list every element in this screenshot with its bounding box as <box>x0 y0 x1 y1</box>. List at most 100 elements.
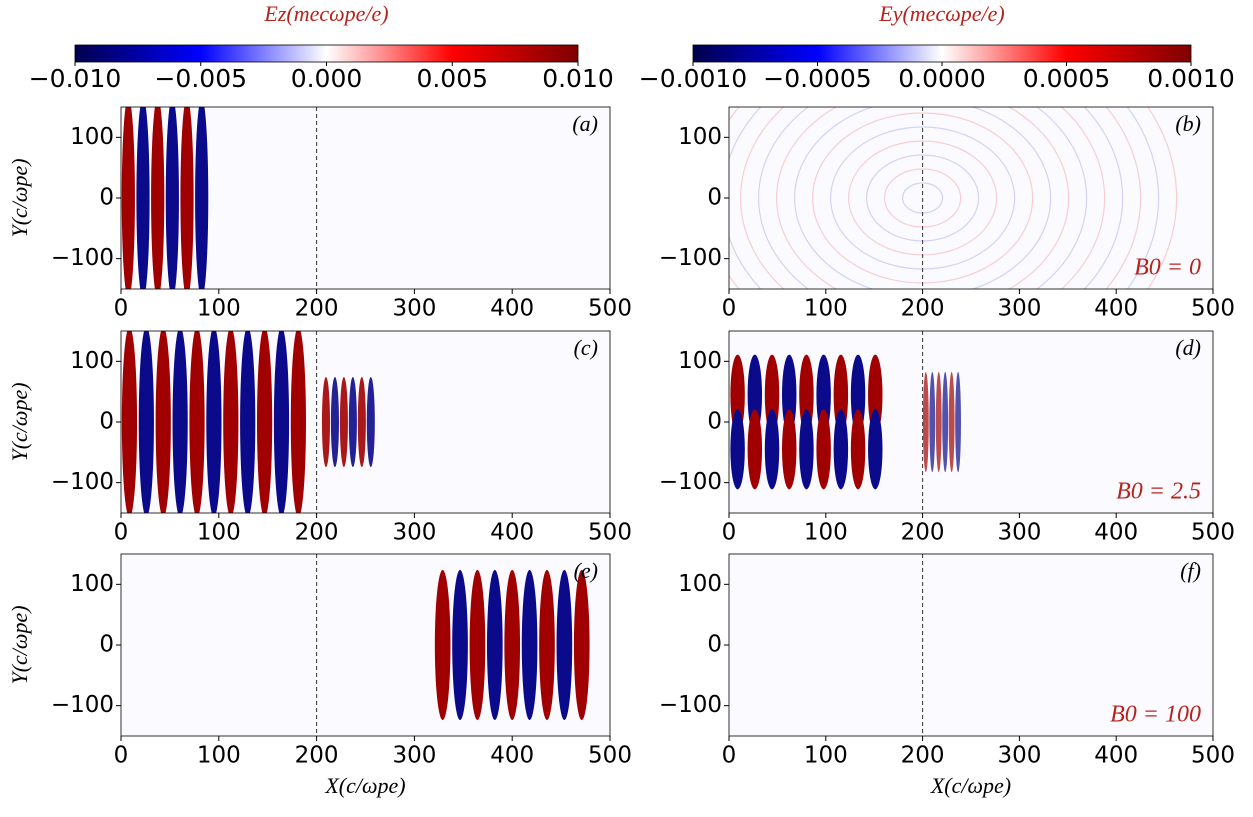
field-pattern <box>730 409 745 490</box>
x-tick-label: 300 <box>997 520 1041 546</box>
field-pattern <box>521 569 538 721</box>
y-axis-label: Y(c/ωpe) <box>7 382 32 461</box>
field-pattern <box>151 107 165 289</box>
colorbar-tick-label: −0.010 <box>29 64 122 93</box>
y-tick-label: 0 <box>99 632 114 658</box>
x-tick-label: 400 <box>490 743 534 769</box>
y-tick-label: 100 <box>678 571 722 597</box>
field-pattern <box>136 107 150 289</box>
field-pattern <box>729 107 1142 289</box>
x-tick-label: 100 <box>804 743 848 769</box>
x-tick-label: 0 <box>722 296 737 322</box>
colorbar-tick-label: −0.0010 <box>639 64 747 93</box>
plot-background <box>729 554 1213 736</box>
field-pattern <box>357 376 366 468</box>
y-tick-label: 100 <box>70 571 114 597</box>
x-tick-label: 0 <box>114 296 129 322</box>
field-pattern <box>504 569 521 721</box>
field-pattern <box>366 376 375 468</box>
field-pattern <box>729 107 1124 289</box>
panel-label: (c) <box>574 335 598 360</box>
field-pattern <box>223 331 239 513</box>
x-tick-label: 300 <box>392 296 436 322</box>
field-pattern <box>740 107 1106 289</box>
field-pattern <box>556 569 573 721</box>
field-pattern <box>955 371 961 473</box>
field-pattern <box>850 409 866 490</box>
field-pattern <box>195 107 209 289</box>
colorbar-tick-label: −0.0005 <box>763 64 871 93</box>
x-tick-label: 500 <box>588 520 632 546</box>
y-tick-label: −100 <box>659 245 722 271</box>
x-tick-label: 400 <box>490 296 534 322</box>
field-pattern <box>180 107 194 289</box>
x-tick-label: 500 <box>1191 520 1235 546</box>
panel-label: (d) <box>1175 335 1201 360</box>
x-tick-label: 200 <box>901 520 945 546</box>
x-tick-label: 400 <box>490 520 534 546</box>
y-tick-label: 0 <box>707 409 722 435</box>
colorbar-tick-label: −0.005 <box>154 64 247 93</box>
field-pattern <box>290 331 306 513</box>
field-pattern <box>273 331 290 513</box>
y-tick-label: 100 <box>678 348 722 374</box>
x-tick-label: 100 <box>197 520 241 546</box>
x-tick-label: 0 <box>722 520 737 546</box>
x-tick-label: 400 <box>1094 296 1138 322</box>
x-tick-label: 200 <box>295 520 339 546</box>
x-tick-label: 100 <box>197 743 241 769</box>
y-axis-label: Y(c/ωpe) <box>7 158 32 237</box>
colorbar-tick-label: 0.010 <box>542 64 614 93</box>
panel-label: (e) <box>574 558 598 583</box>
colorbar-label: Ez(mecωpe/e) <box>263 1 388 26</box>
colorbar-tick-label: 0.005 <box>416 64 488 93</box>
y-tick-label: 100 <box>678 124 722 150</box>
field-pattern <box>452 569 468 721</box>
x-tick-label: 200 <box>901 743 945 769</box>
field-pattern <box>833 409 849 490</box>
y-tick-label: 100 <box>70 124 114 150</box>
y-tick-label: 100 <box>70 348 114 374</box>
field <box>121 107 209 289</box>
field-pattern <box>799 409 814 490</box>
field-pattern <box>929 371 936 473</box>
colorbar <box>692 44 1192 63</box>
plot-background <box>121 107 610 289</box>
colorbar-tick-label: 0.000 <box>291 64 363 93</box>
field-pattern <box>573 569 590 721</box>
field <box>730 354 961 490</box>
field-pattern <box>794 107 1052 289</box>
annotation: B0 = 2.5 <box>1116 479 1201 505</box>
x-tick-label: 200 <box>901 296 945 322</box>
field-pattern <box>1147 107 1178 289</box>
x-tick-label: 100 <box>804 296 848 322</box>
colorbar-tick-label: 0.0005 <box>1023 64 1110 93</box>
field-pattern <box>764 409 780 490</box>
field-pattern <box>469 569 486 721</box>
x-tick-label: 400 <box>1094 743 1138 769</box>
field-pattern <box>1126 107 1160 289</box>
field-pattern <box>240 331 256 513</box>
field-pattern <box>206 331 222 513</box>
field-pattern <box>121 107 135 289</box>
colorbar-tick-label: 0.0000 <box>898 64 985 93</box>
field-pattern <box>155 331 171 513</box>
colorbar-tick-label: 0.0010 <box>1147 64 1234 93</box>
y-tick-label: −100 <box>659 692 722 718</box>
x-tick-label: 200 <box>295 296 339 322</box>
annotation: B0 = 100 <box>1110 702 1201 728</box>
field-pattern <box>758 107 1088 289</box>
y-tick-label: −100 <box>51 245 114 271</box>
x-tick-label: 300 <box>997 743 1041 769</box>
y-tick-label: −100 <box>659 469 722 495</box>
field-pattern <box>434 569 451 721</box>
field-pattern <box>138 331 154 513</box>
x-tick-label: 0 <box>114 520 129 546</box>
y-tick-label: 0 <box>99 409 114 435</box>
annotation: B0 = 0 <box>1134 255 1201 281</box>
x-tick-label: 100 <box>804 520 848 546</box>
x-tick-label: 300 <box>997 296 1041 322</box>
field-pattern <box>868 409 883 490</box>
field-pattern <box>256 331 273 513</box>
